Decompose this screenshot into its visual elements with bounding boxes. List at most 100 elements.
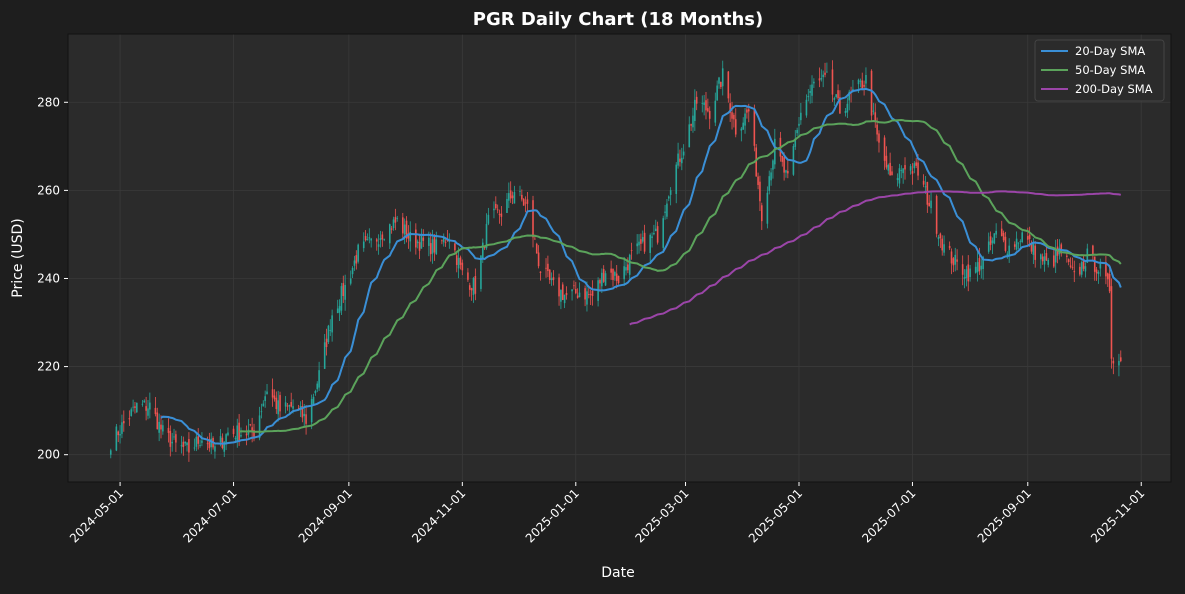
- candle-body: [509, 190, 512, 199]
- candle-body: [1079, 266, 1081, 275]
- candle-body: [625, 267, 627, 271]
- candle-body: [264, 396, 266, 402]
- candle-body: [859, 80, 862, 82]
- candle-body: [714, 100, 717, 123]
- candle-body: [147, 408, 149, 416]
- candle-body: [1047, 259, 1050, 265]
- candle-body: [377, 244, 380, 247]
- candle-body: [1054, 250, 1057, 263]
- candle-body: [989, 236, 992, 245]
- candle-body: [132, 406, 134, 408]
- candle-body: [197, 436, 200, 444]
- candle-body: [232, 428, 235, 435]
- candle-body: [273, 395, 276, 400]
- candle-body: [134, 406, 136, 408]
- candle-body: [485, 223, 488, 249]
- candle-body: [682, 151, 685, 156]
- candle-body: [1108, 273, 1111, 292]
- candle-body: [1053, 255, 1055, 267]
- candle-body: [911, 171, 914, 174]
- candle-body: [329, 329, 332, 331]
- candle-body: [578, 292, 581, 298]
- candle-body: [1084, 266, 1087, 272]
- candle-body: [883, 137, 886, 161]
- candle-body: [917, 162, 919, 176]
- candle-body: [522, 199, 525, 206]
- candle-body: [574, 288, 577, 294]
- candle-body: [589, 294, 592, 296]
- candle-body: [284, 402, 287, 407]
- candle-body: [1019, 241, 1022, 243]
- candle-body: [472, 278, 475, 295]
- candle-body: [643, 232, 646, 252]
- candle-body: [349, 278, 352, 284]
- candle-body: [366, 238, 369, 241]
- candle-body: [818, 78, 821, 81]
- candle-body: [1093, 256, 1096, 272]
- candle-body: [1028, 234, 1031, 239]
- candle-body: [993, 233, 996, 244]
- candle-body: [930, 200, 932, 209]
- candle-body: [941, 238, 944, 251]
- candle-body: [798, 123, 800, 126]
- candle-body: [1041, 256, 1044, 262]
- candle-body: [344, 284, 346, 300]
- candle-body: [403, 224, 406, 235]
- candle-body: [675, 164, 678, 194]
- candle-body: [236, 425, 239, 442]
- candle-body: [759, 181, 761, 202]
- candle-body: [627, 264, 629, 271]
- candle-body: [188, 439, 190, 453]
- candle-body: [262, 403, 265, 407]
- candle-body: [628, 254, 631, 275]
- candle-body: [249, 424, 252, 426]
- candle-body: [431, 239, 434, 254]
- candle-body: [156, 412, 159, 430]
- candle-body: [180, 445, 183, 447]
- candle-body: [420, 235, 423, 249]
- candle-body: [800, 112, 802, 121]
- candle-body: [1118, 360, 1120, 366]
- candle-body: [565, 292, 568, 296]
- candle-body: [331, 315, 333, 333]
- candle-body: [441, 240, 443, 242]
- candle-body: [1021, 232, 1023, 243]
- candle-body: [433, 234, 436, 253]
- candle-body: [654, 228, 657, 232]
- candle-body: [415, 229, 417, 248]
- candle-body: [1013, 244, 1016, 247]
- candle-body: [314, 390, 317, 394]
- candle-body: [571, 289, 573, 292]
- candle-body: [407, 233, 410, 239]
- candle-body: [481, 242, 484, 260]
- candle-body: [623, 266, 625, 280]
- candle-body: [809, 91, 811, 93]
- candle-body: [954, 254, 957, 265]
- candle-body: [193, 447, 196, 449]
- candle-body: [454, 243, 456, 251]
- candle-body: [474, 276, 477, 294]
- candle-body: [734, 119, 737, 135]
- candle-body: [286, 405, 289, 407]
- chart-title: PGR Daily Chart (18 Months): [473, 9, 763, 30]
- candle-body: [392, 219, 395, 229]
- candle-body: [878, 133, 880, 143]
- candle-body: [227, 432, 229, 436]
- candle-body: [961, 264, 964, 275]
- candle-body: [1105, 261, 1107, 277]
- candle-body: [766, 192, 769, 224]
- y-tick-label: 220: [37, 360, 60, 374]
- candle-body: [982, 257, 984, 269]
- candle-body: [526, 199, 529, 204]
- candle-body: [271, 389, 274, 398]
- candle-body: [1082, 260, 1085, 269]
- candle-body: [143, 400, 146, 403]
- candle-body: [591, 290, 594, 296]
- candle-body: [896, 178, 899, 181]
- legend: 20-Day SMA 50-Day SMA 200-Day SMA: [1034, 39, 1165, 102]
- candle-body: [418, 242, 421, 251]
- candle-body: [468, 285, 471, 290]
- candle-body: [950, 251, 953, 264]
- candle-body: [796, 129, 798, 134]
- candle-body: [785, 170, 787, 173]
